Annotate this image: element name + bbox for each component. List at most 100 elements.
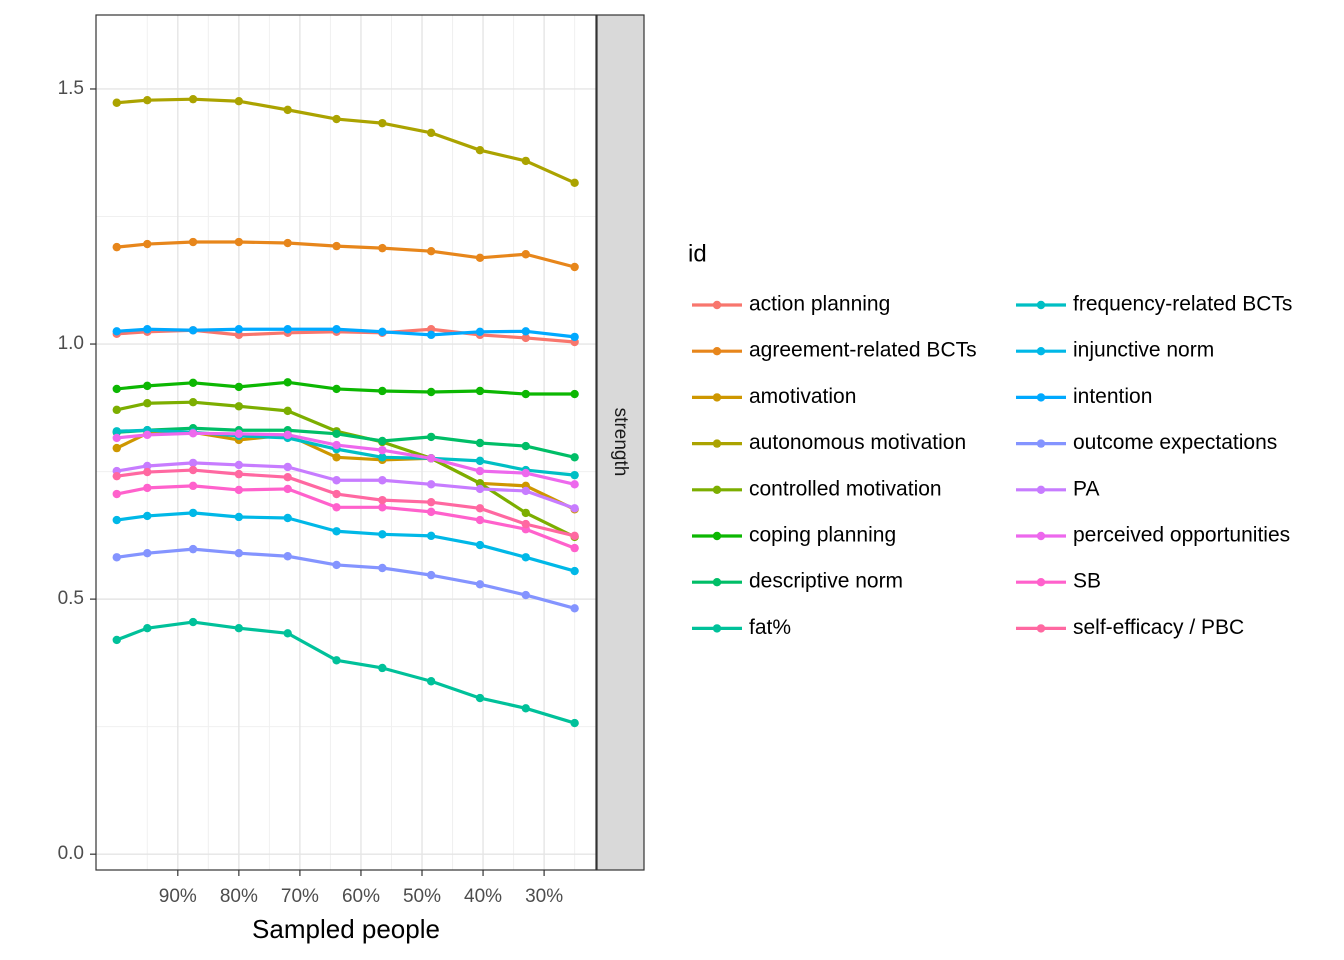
point xyxy=(521,333,530,343)
point xyxy=(188,326,198,335)
point xyxy=(475,253,485,263)
legend-label: amotivation xyxy=(749,385,856,408)
point xyxy=(475,456,485,466)
point xyxy=(188,397,198,407)
legend-key-point xyxy=(1036,485,1046,494)
point xyxy=(332,476,341,485)
legend-key-point xyxy=(1036,624,1046,633)
point xyxy=(188,508,198,518)
y-tick-label: 1.5 xyxy=(58,78,84,99)
legend-title: id xyxy=(688,240,707,267)
point xyxy=(143,461,152,471)
point xyxy=(143,381,152,391)
point xyxy=(570,566,579,576)
point xyxy=(283,513,292,523)
point xyxy=(475,438,485,448)
point xyxy=(143,239,152,249)
legend-label: coping planning xyxy=(749,524,896,547)
point xyxy=(283,238,292,248)
legend-label: perceived opportunities xyxy=(1073,524,1290,547)
point xyxy=(521,441,530,451)
point xyxy=(475,484,485,494)
point xyxy=(475,386,485,396)
point xyxy=(234,325,244,334)
point xyxy=(332,384,341,394)
point xyxy=(188,458,198,468)
point xyxy=(521,508,530,518)
point xyxy=(570,718,579,728)
legend-label: agreement-related BCTs xyxy=(749,339,977,362)
point xyxy=(570,389,579,399)
point xyxy=(521,590,530,600)
point xyxy=(143,467,152,477)
legend-label: injunctive norm xyxy=(1073,339,1214,362)
point xyxy=(112,515,121,525)
point xyxy=(234,402,244,411)
legend-key-point xyxy=(712,300,722,310)
point xyxy=(332,440,341,450)
point xyxy=(426,432,436,442)
point xyxy=(426,531,436,541)
legend-key-point xyxy=(1036,347,1046,356)
point xyxy=(332,453,341,462)
legend-key-point xyxy=(1036,578,1046,587)
point xyxy=(570,453,579,462)
legend-key-point xyxy=(712,393,722,402)
point xyxy=(283,430,292,440)
point xyxy=(332,560,341,570)
point xyxy=(234,623,244,633)
point xyxy=(332,656,341,665)
point xyxy=(521,389,530,399)
point xyxy=(283,484,292,494)
point xyxy=(332,325,341,334)
point xyxy=(234,429,244,439)
point xyxy=(570,332,579,342)
y-tick-label: 1.0 xyxy=(58,333,84,354)
legend-label: frequency-related BCTs xyxy=(1073,293,1292,316)
point xyxy=(112,553,121,562)
point xyxy=(426,330,436,340)
x-tick-label: 40% xyxy=(464,886,502,907)
point xyxy=(143,511,152,521)
point xyxy=(143,623,152,633)
point xyxy=(378,530,387,539)
x-tick-label: 60% xyxy=(342,886,380,907)
legend-key-point xyxy=(712,624,722,633)
point xyxy=(283,378,292,387)
point xyxy=(188,617,198,627)
point xyxy=(570,262,579,272)
point xyxy=(188,465,198,475)
legend-label: descriptive norm xyxy=(749,570,903,593)
point xyxy=(112,242,121,252)
point xyxy=(378,563,387,573)
point xyxy=(188,544,198,554)
legend-label: self-efficacy / PBC xyxy=(1073,616,1244,639)
point xyxy=(475,580,485,589)
legend-key-point xyxy=(712,485,722,494)
point xyxy=(378,503,387,512)
point xyxy=(112,384,121,394)
point xyxy=(234,512,244,522)
strip-label: strength xyxy=(610,408,631,477)
point xyxy=(143,399,152,408)
legend-key-point xyxy=(712,578,722,587)
legend-key-point xyxy=(712,531,722,541)
legend-label: SB xyxy=(1073,570,1101,593)
point xyxy=(143,549,152,558)
point xyxy=(112,443,121,453)
point xyxy=(332,503,341,512)
x-tick-label: 90% xyxy=(159,886,197,907)
legend-label: fat% xyxy=(749,616,791,639)
point xyxy=(234,382,244,392)
point xyxy=(188,237,198,247)
point xyxy=(283,105,292,115)
point xyxy=(426,387,436,397)
legend-label: controlled motivation xyxy=(749,477,942,500)
point xyxy=(283,472,292,482)
point xyxy=(378,476,387,485)
point xyxy=(570,470,579,480)
point xyxy=(475,515,485,525)
x-tick-label: 70% xyxy=(281,886,319,907)
point xyxy=(283,462,292,472)
